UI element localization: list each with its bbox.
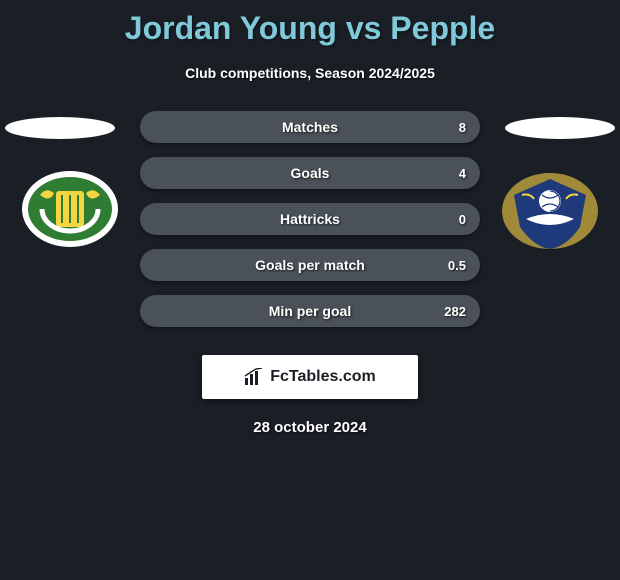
stat-label: Hattricks [280, 211, 340, 227]
stat-value-right: 0.5 [448, 258, 466, 273]
yeovil-crest-icon [20, 169, 120, 249]
stat-value-right: 0 [459, 212, 466, 227]
comparison-area: Matches 8 Goals 4 Hattricks 0 Goals per … [0, 111, 620, 436]
infographic-date: 28 october 2024 [0, 419, 620, 436]
stat-label: Goals per match [255, 257, 365, 273]
stat-value-right: 4 [459, 166, 466, 181]
southend-crest-icon [500, 173, 600, 253]
stat-label: Matches [282, 119, 338, 135]
bar-chart-icon [244, 368, 264, 386]
stat-list: Matches 8 Goals 4 Hattricks 0 Goals per … [140, 111, 480, 327]
club-crest-left [20, 169, 120, 249]
player-marker-right [505, 117, 615, 139]
subtitle: Club competitions, Season 2024/2025 [0, 65, 620, 81]
page-title: Jordan Young vs Pepple [0, 0, 620, 47]
stat-row-goals-per-match: Goals per match 0.5 [140, 249, 480, 281]
stat-value-right: 282 [444, 304, 466, 319]
brand-link[interactable]: FcTables.com [202, 355, 418, 399]
stat-row-min-per-goal: Min per goal 282 [140, 295, 480, 327]
stat-label: Goals [291, 165, 330, 181]
stat-row-matches: Matches 8 [140, 111, 480, 143]
stat-value-right: 8 [459, 120, 466, 135]
club-crest-right [500, 173, 600, 253]
brand-label: FcTables.com [270, 368, 376, 386]
stat-label: Min per goal [269, 303, 351, 319]
player-marker-left [5, 117, 115, 139]
stat-row-goals: Goals 4 [140, 157, 480, 189]
stat-row-hattricks: Hattricks 0 [140, 203, 480, 235]
